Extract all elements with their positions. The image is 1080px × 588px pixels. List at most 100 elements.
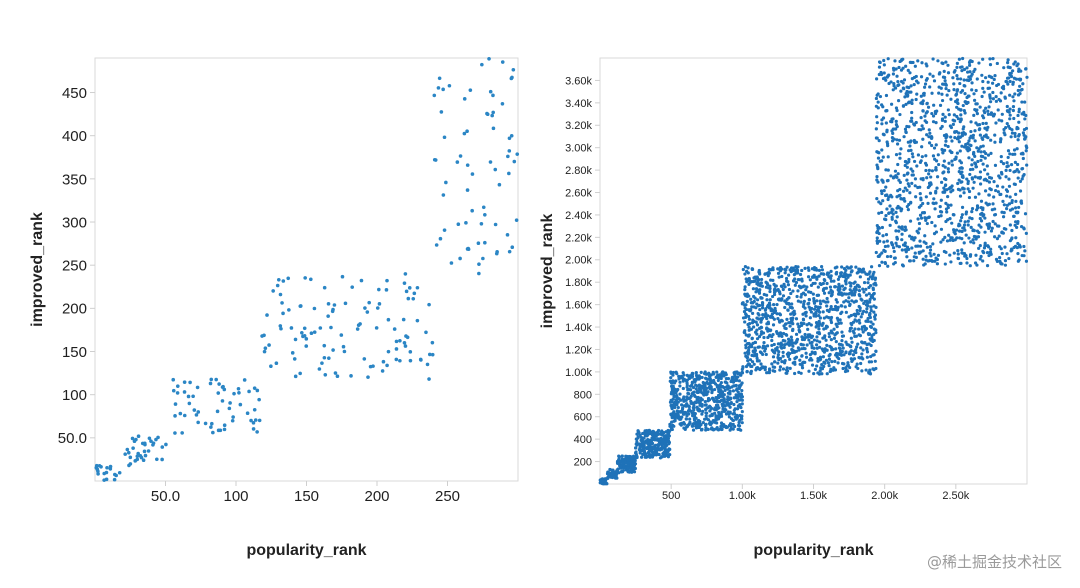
data-point — [1008, 113, 1012, 117]
data-point — [943, 119, 947, 123]
data-point — [682, 395, 686, 399]
data-point — [941, 238, 945, 242]
data-point — [919, 94, 923, 98]
data-point — [997, 174, 1001, 178]
data-point — [905, 172, 909, 176]
data-point — [766, 314, 770, 318]
data-point — [804, 314, 808, 318]
data-point — [706, 398, 711, 402]
data-point — [771, 365, 775, 369]
data-point — [943, 165, 947, 169]
data-point — [708, 422, 712, 427]
data-point — [872, 310, 876, 314]
data-point — [958, 188, 962, 192]
data-point — [961, 56, 965, 61]
data-point — [862, 324, 866, 329]
data-point — [1012, 76, 1017, 80]
data-point — [842, 353, 846, 357]
data-point — [711, 397, 716, 402]
data-point — [800, 363, 804, 368]
data-point — [889, 174, 893, 178]
data-point — [890, 120, 894, 124]
data-point — [983, 243, 987, 248]
data-point — [755, 354, 759, 358]
data-point — [812, 314, 816, 318]
y-tick-label: 450 — [62, 85, 87, 102]
data-point — [839, 271, 843, 275]
data-point — [844, 292, 848, 296]
data-point — [717, 387, 721, 391]
data-point — [793, 283, 797, 287]
data-point — [191, 394, 195, 399]
data-point — [911, 155, 915, 159]
data-point — [972, 241, 976, 245]
data-point — [828, 344, 832, 348]
data-point — [359, 278, 364, 283]
data-point — [408, 358, 413, 363]
data-point — [949, 190, 953, 194]
data-point — [746, 359, 750, 363]
data-point — [970, 158, 974, 162]
data-point — [704, 407, 708, 412]
data-point — [930, 259, 934, 263]
data-point — [815, 335, 819, 339]
data-point — [700, 412, 704, 416]
data-point — [783, 285, 787, 289]
data-point — [977, 128, 981, 132]
data-point — [652, 450, 656, 454]
data-point — [1019, 201, 1024, 205]
data-point — [775, 348, 779, 352]
data-point — [231, 415, 235, 419]
data-point — [966, 219, 970, 223]
chart-right: 500 1.00k 1.50k 2.00k 2.50k 200 400 600 800 1.00k… — [540, 0, 1080, 588]
data-point — [825, 272, 830, 276]
data-point — [639, 438, 643, 442]
data-point — [879, 70, 883, 75]
data-point — [723, 371, 728, 375]
data-point — [857, 318, 861, 322]
data-point — [685, 412, 689, 417]
data-point — [698, 421, 702, 425]
data-point — [896, 80, 900, 84]
data-point — [703, 417, 707, 421]
data-point — [946, 170, 951, 174]
data-point — [872, 270, 876, 274]
data-point — [834, 332, 838, 336]
data-point — [931, 114, 936, 118]
data-point — [751, 341, 755, 345]
data-point — [924, 163, 929, 167]
data-point — [265, 313, 269, 317]
data-point — [759, 362, 763, 366]
data-point — [895, 138, 899, 142]
data-point — [1018, 84, 1022, 88]
data-point — [1013, 131, 1017, 136]
data-point — [903, 127, 908, 131]
data-point — [192, 408, 197, 412]
data-point — [853, 290, 857, 294]
data-point — [780, 346, 784, 350]
data-point — [874, 250, 878, 255]
data-point — [912, 82, 916, 87]
data-point — [957, 170, 961, 174]
data-point — [934, 110, 938, 114]
data-point — [914, 195, 918, 199]
data-point — [890, 129, 894, 133]
data-point — [143, 453, 148, 458]
data-point — [968, 167, 973, 172]
data-point — [939, 227, 944, 231]
data-point — [755, 323, 760, 327]
data-point — [1015, 127, 1019, 131]
data-point — [617, 454, 621, 458]
data-point — [895, 206, 899, 210]
data-point — [1014, 192, 1018, 196]
data-point — [731, 380, 736, 384]
data-point — [427, 352, 432, 357]
data-point — [96, 472, 100, 476]
data-point — [916, 59, 920, 63]
data-point — [464, 221, 468, 225]
data-point — [946, 71, 951, 75]
data-point — [817, 314, 821, 318]
data-point — [764, 307, 768, 311]
data-point — [697, 400, 701, 404]
data-point — [960, 237, 964, 241]
